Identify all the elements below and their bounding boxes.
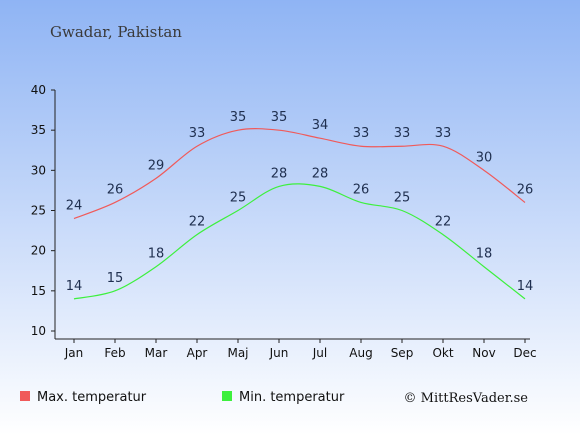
series-line-min-temperatur — [73, 183, 526, 300]
y-tick-label: 40 — [31, 83, 46, 97]
x-tick-label: Sep — [391, 346, 414, 360]
legend-swatch-min-temperatur — [222, 391, 232, 401]
credit-text: © MittResVader.se — [404, 391, 529, 406]
data-label-max-temperatur: 35 — [230, 110, 247, 125]
data-label-max-temperatur: 33 — [353, 126, 370, 141]
legend-label-max-temperatur: Max. temperatur — [37, 390, 147, 405]
data-label-max-temperatur: 33 — [394, 126, 411, 141]
data-label-min-temperatur: 14 — [66, 279, 83, 294]
series-layer — [73, 128, 526, 300]
data-label-max-temperatur: 29 — [148, 158, 165, 173]
data-label-min-temperatur: 25 — [394, 191, 411, 206]
x-tick-label: Feb — [104, 346, 125, 360]
data-label-max-temperatur: 24 — [66, 199, 83, 214]
y-tick-label: 20 — [31, 244, 46, 258]
y-tick-label: 10 — [31, 324, 46, 338]
axes: 10 15 20 25 30 35 40 Jan Feb Mar Apr Maj Jun Jul Aug Se… — [31, 83, 537, 360]
data-label-max-temperatur: 30 — [476, 150, 493, 165]
data-label-min-temperatur: 28 — [312, 166, 329, 181]
data-label-max-temperatur: 34 — [312, 118, 329, 133]
y-tick-label: 25 — [31, 204, 46, 218]
x-tick-label: Nov — [472, 346, 495, 360]
x-tick-label: Mar — [145, 346, 168, 360]
x-tick-label: Okt — [432, 346, 453, 360]
x-tick-label: Jul — [312, 346, 327, 360]
data-label-max-temperatur: 33 — [435, 126, 452, 141]
data-labels: 24 26 29 33 35 35 34 33 33 33 30 26 14 15 18 22 25 28 28 26… — [66, 110, 534, 294]
chart-subtitle: Gwadar, Pakistan — [50, 23, 182, 41]
data-label-min-temperatur: 18 — [476, 247, 493, 262]
data-label-max-temperatur: 26 — [107, 182, 124, 197]
data-label-min-temperatur: 14 — [517, 279, 534, 294]
legend-label-min-temperatur: Min. temperatur — [239, 390, 345, 405]
x-tick-label: Jan — [64, 346, 84, 360]
y-tick-label: 30 — [31, 163, 46, 177]
legend: Max. temperatur Min. temperatur — [20, 390, 345, 405]
data-label-min-temperatur: 28 — [271, 166, 288, 181]
data-label-max-temperatur: 35 — [271, 110, 288, 125]
x-tick-label: Apr — [187, 346, 208, 360]
x-tick-label: Jun — [269, 346, 289, 360]
data-label-min-temperatur: 22 — [435, 215, 452, 230]
x-tick-label: Maj — [227, 346, 248, 360]
x-tick-label: Aug — [349, 346, 372, 360]
data-label-min-temperatur: 18 — [148, 247, 165, 262]
data-label-max-temperatur: 26 — [517, 182, 534, 197]
data-label-max-temperatur: 33 — [189, 126, 206, 141]
series-line-max-temperatur — [73, 128, 526, 220]
data-label-min-temperatur: 26 — [353, 182, 370, 197]
data-label-min-temperatur: 15 — [107, 271, 124, 286]
data-label-min-temperatur: 22 — [189, 215, 206, 230]
data-label-min-temperatur: 25 — [230, 191, 247, 206]
y-tick-label: 35 — [31, 123, 46, 137]
legend-swatch-max-temperatur — [20, 391, 30, 401]
x-tick-label: Dec — [513, 346, 536, 360]
y-tick-label: 15 — [31, 284, 46, 298]
